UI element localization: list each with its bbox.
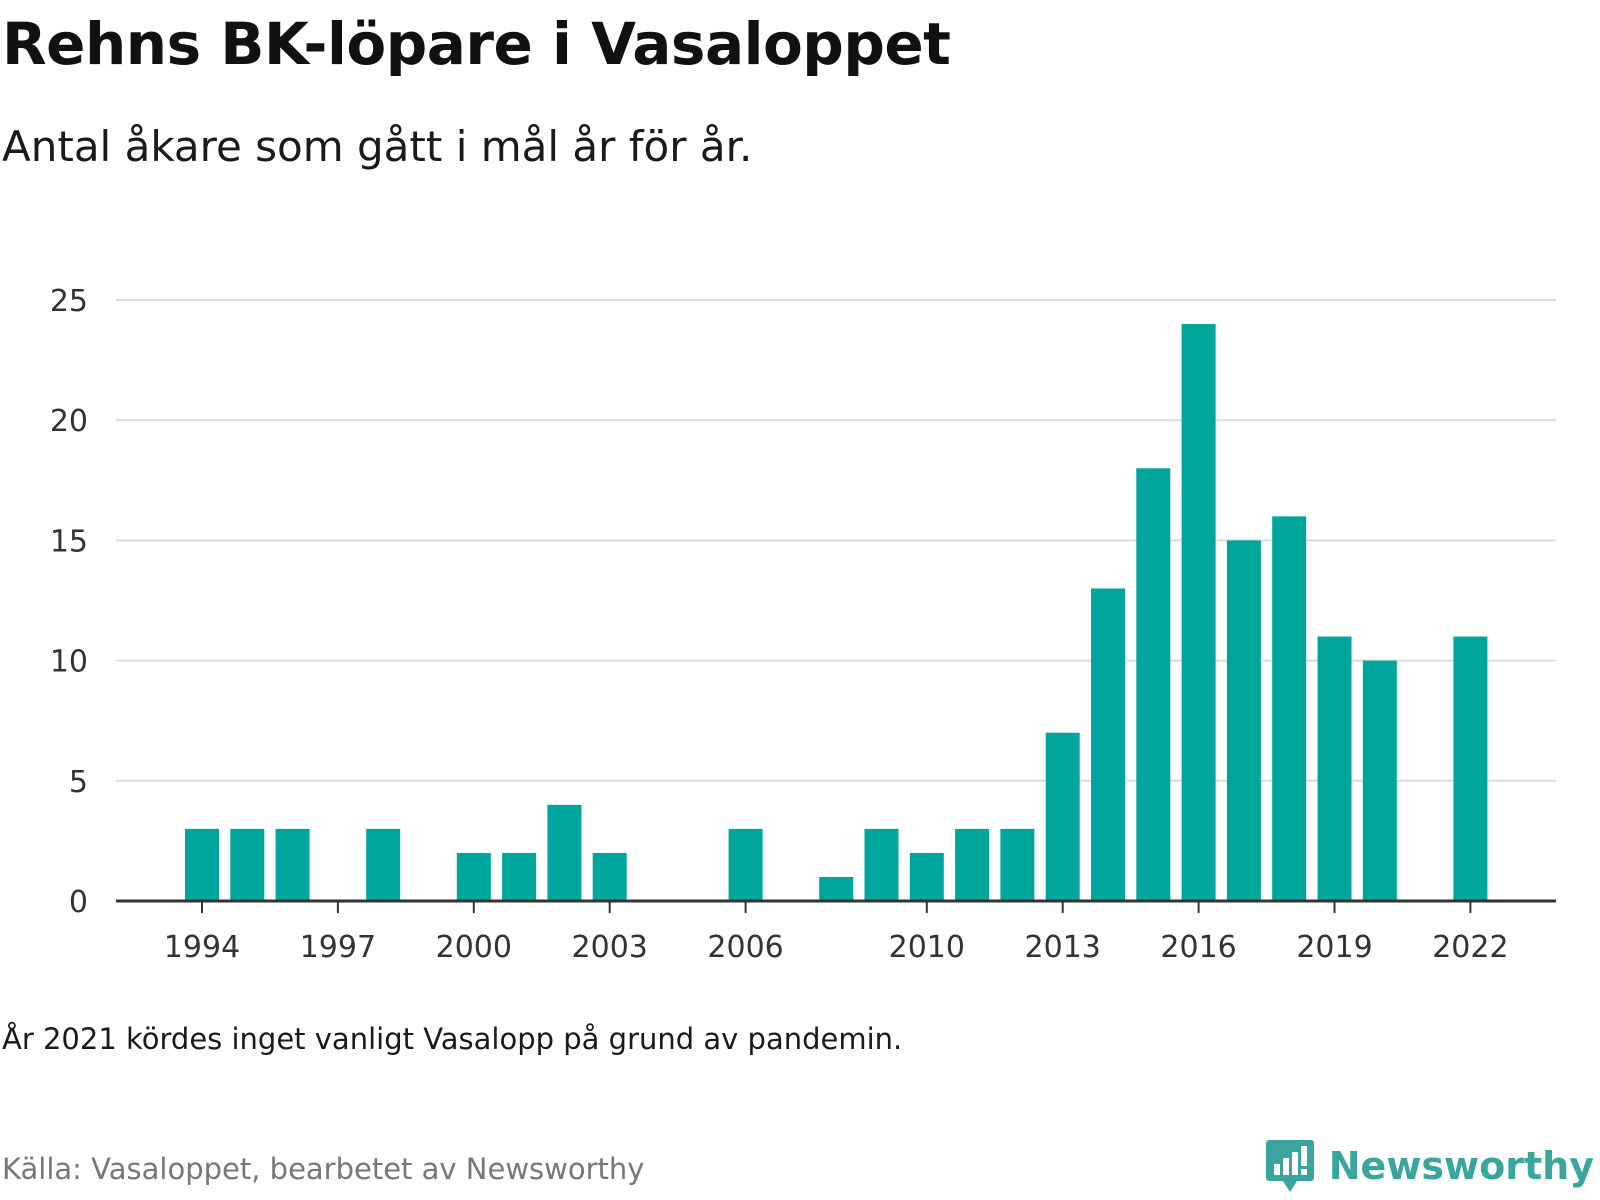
bar-chart: 0 5 10 15 20 25 1994 1997 2000 2003 2006 2010 2013 20… — [50, 284, 1556, 965]
bar-1998 — [366, 828, 401, 901]
bar-2011 — [955, 828, 990, 901]
x-tick-label: 2022 — [1432, 930, 1508, 965]
bar-1996 — [275, 828, 310, 901]
bar-2014 — [1091, 588, 1125, 901]
bar-2020 — [1362, 660, 1397, 901]
x-tick-label: 1994 — [164, 930, 240, 965]
y-tick-label: 15 — [50, 524, 88, 559]
y-tick-label: 25 — [50, 284, 88, 319]
x-tick-label: 2013 — [1025, 930, 1101, 965]
bar-2018 — [1272, 516, 1307, 901]
y-tick-label: 10 — [50, 645, 88, 680]
bar-2015 — [1136, 468, 1171, 901]
bars — [185, 324, 1488, 901]
x-tick-label: 2016 — [1160, 930, 1236, 965]
x-tick-label: 2000 — [436, 930, 512, 965]
gridlines — [116, 299, 1556, 782]
bar-2006 — [728, 828, 763, 901]
x-tick-label: 2019 — [1296, 930, 1372, 965]
x-axis — [116, 899, 1556, 913]
source-credit: Källa: Vasaloppet, bearbetet av Newswort… — [2, 1152, 645, 1186]
chart-subtitle: Antal åkare som gått i mål år för år. — [2, 122, 753, 171]
x-tick-label: 1997 — [300, 930, 376, 965]
bar-2016 — [1181, 324, 1216, 901]
bar-2022 — [1453, 636, 1488, 901]
bar-2008 — [819, 876, 854, 901]
bar-2017 — [1226, 540, 1261, 901]
bar-2013 — [1045, 732, 1080, 901]
bar-2001 — [502, 852, 537, 901]
bar-2012 — [1000, 828, 1035, 901]
bar-2019 — [1317, 636, 1352, 901]
bar-1994 — [185, 828, 219, 901]
bar-2002 — [547, 804, 582, 901]
bar-2000 — [456, 852, 491, 901]
logo-text: Newsworthy — [1328, 1144, 1594, 1188]
x-tick-label: 2010 — [889, 930, 965, 965]
y-tick-label: 5 — [69, 765, 88, 800]
x-tick-label: 2006 — [707, 930, 783, 965]
newsworthy-logo: Newsworthy — [1265, 1140, 1594, 1192]
bar-2010 — [909, 852, 944, 901]
bar-2009 — [864, 828, 899, 901]
bar-1995 — [230, 828, 265, 901]
chart-title: Rehns BK-löpare i Vasaloppet — [2, 10, 951, 78]
x-tick-label: 2003 — [572, 930, 648, 965]
bar-2003 — [592, 852, 627, 901]
tick-labels: 0 5 10 15 20 25 1994 1997 2000 2003 2006 2010 2013 20… — [50, 284, 1509, 965]
y-tick-label: 0 — [69, 885, 88, 920]
y-tick-label: 20 — [50, 404, 88, 439]
newsworthy-bar-chart-bubble-icon — [1265, 1140, 1314, 1192]
chart-note: År 2021 kördes inget vanligt Vasalopp på… — [2, 1022, 903, 1056]
